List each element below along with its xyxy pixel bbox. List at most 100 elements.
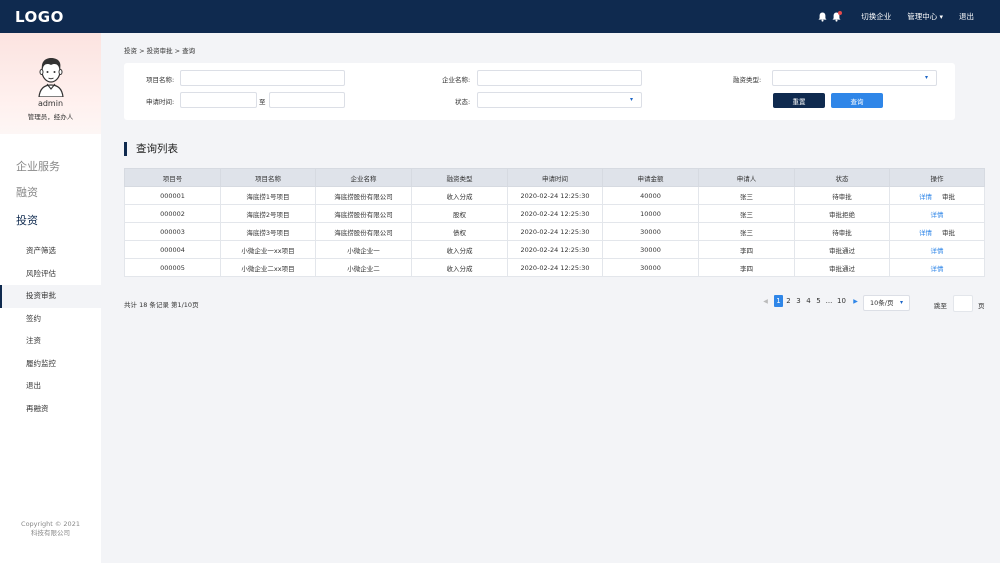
col-header: 企业名称 [315, 168, 412, 187]
cell-actions: 详情 [889, 204, 985, 223]
menu-group-enterprise-service[interactable]: 企业服务 [16, 160, 60, 173]
filter-panel: 项目名称: 企业名称: 融资类型: 申请时间: 至 状态: 重置 查询 [124, 63, 955, 120]
top-navbar: LOGO 切换企业 管理中心 退出 [0, 0, 1000, 33]
sidebar-item-investment-approval[interactable]: 投资审批 [0, 285, 101, 308]
menu-group-investment[interactable]: 投资 [16, 214, 38, 227]
page-size-select[interactable]: 10条/页 [863, 295, 910, 311]
cell-applicant: 李四 [698, 240, 795, 259]
page-3[interactable]: 3 [796, 297, 801, 305]
col-header: 状态 [794, 168, 890, 187]
query-button[interactable]: 查询 [831, 93, 883, 108]
cell-company: 小微企业一 [315, 240, 412, 259]
cell-name: 海底捞3号项目 [220, 222, 316, 241]
cell-time: 2020-02-24 12:25:30 [507, 258, 603, 277]
cell-time: 2020-02-24 12:25:30 [507, 222, 603, 241]
company-line: 科技有限公司 [31, 529, 70, 537]
cell-applicant: 张三 [698, 222, 795, 241]
cell-actions: 详情 审批 [889, 222, 985, 241]
detail-link[interactable]: 详情 [919, 192, 932, 201]
record-total: 共计 18 条记录 第1/10页 [124, 301, 199, 309]
cell-time: 2020-02-24 12:25:30 [507, 204, 603, 223]
cell-amount: 40000 [602, 186, 699, 205]
cell-status: 审批通过 [794, 240, 890, 259]
page-1[interactable]: 1 [774, 295, 783, 307]
results-table: 项目号 项目名称 企业名称 融资类型 申请时间 申请金额 申请人 状态 操作 0… [124, 168, 985, 277]
col-header: 申请人 [698, 168, 795, 187]
cell-type: 收入分成 [411, 240, 508, 259]
reset-button[interactable]: 重置 [773, 93, 825, 108]
page-last[interactable]: 10 [837, 297, 846, 305]
cell-company: 小微企业二 [315, 258, 412, 277]
sidebar-item-capital-injection[interactable]: 注资 [26, 336, 41, 345]
sidebar-item-risk-assessment[interactable]: 风险评估 [26, 268, 56, 278]
cell-time: 2020-02-24 12:25:30 [507, 240, 603, 259]
approve-link[interactable]: 审批 [942, 192, 955, 201]
table-row: 000002 海底捞2号项目 海底捞股份有限公司 股权 2020-02-24 1… [124, 204, 985, 223]
cell-applicant: 张三 [698, 186, 795, 205]
cell-name: 小微企业一xx项目 [220, 240, 316, 259]
company-name-label: 企业名称: [442, 76, 471, 84]
bell-icon[interactable] [817, 12, 827, 22]
cell-id: 000005 [124, 258, 221, 277]
page-unit-label: 页 [978, 302, 985, 310]
logout-link[interactable]: 退出 [959, 12, 974, 21]
col-header: 融资类型 [411, 168, 508, 187]
finance-type-label: 融资类型: [733, 76, 762, 84]
start-date-input[interactable] [180, 92, 257, 108]
sidebar-item-performance-monitoring[interactable]: 履约监控 [26, 358, 56, 368]
company-name-input[interactable] [477, 70, 642, 86]
switch-company-link[interactable]: 切换企业 [861, 12, 892, 21]
status-select[interactable] [477, 92, 642, 108]
pagination: ◀ 1 2 3 4 5 ... 10 ▶ [761, 295, 860, 307]
copyright: Copyright © 2021 科技有限公司 [0, 520, 101, 538]
page-4[interactable]: 4 [806, 297, 811, 305]
detail-link[interactable]: 详情 [930, 246, 944, 255]
admin-center-dropdown[interactable]: 管理中心 [907, 11, 943, 22]
detail-link[interactable]: 详情 [919, 228, 932, 237]
sidebar-item-asset-screening[interactable]: 资产筛选 [26, 246, 56, 255]
approve-link[interactable]: 审批 [942, 228, 955, 237]
next-page-icon[interactable]: ▶ [853, 297, 858, 305]
apply-time-label: 申请时间: [146, 98, 175, 106]
cell-time: 2020-02-24 12:25:30 [507, 186, 603, 205]
cell-type: 债权 [411, 222, 508, 241]
top-actions: 切换企业 管理中心 退出 [817, 10, 1000, 22]
table-row: 000005 小微企业二xx项目 小微企业二 收入分成 2020-02-24 1… [124, 258, 985, 277]
detail-link[interactable]: 详情 [930, 210, 944, 219]
table-row: 000001 海底捞1号项目 海底捞股份有限公司 收入分成 2020-02-24… [124, 186, 985, 205]
cell-id: 000003 [124, 222, 221, 241]
status-label: 状态: [455, 98, 471, 106]
menu-group-financing[interactable]: 融资 [16, 186, 38, 199]
cell-name: 海底捞1号项目 [220, 186, 316, 205]
jump-page-input[interactable] [953, 295, 973, 312]
user-profile: admin 管理员，经办人 [0, 33, 101, 134]
table-row: 000003 海底捞3号项目 海底捞股份有限公司 债权 2020-02-24 1… [124, 222, 985, 241]
page-5[interactable]: 5 [816, 297, 821, 305]
cell-applicant: 张三 [698, 204, 795, 223]
sidebar-item-exit[interactable]: 退出 [26, 381, 41, 390]
cell-amount: 30000 [602, 222, 699, 241]
notification-bell-icon[interactable] [831, 10, 843, 22]
sidebar-item-signing[interactable]: 签约 [26, 313, 41, 323]
cell-actions: 详情 [889, 240, 985, 259]
cell-status: 待审批 [794, 186, 890, 205]
col-header: 操作 [889, 168, 985, 187]
cell-amount: 30000 [602, 258, 699, 277]
cell-amount: 30000 [602, 240, 699, 259]
cell-actions: 详情 审批 [889, 186, 985, 205]
col-header: 项目名称 [220, 168, 316, 187]
project-name-input[interactable] [180, 70, 345, 86]
end-date-input[interactable] [269, 92, 345, 108]
prev-page-icon[interactable]: ◀ [763, 297, 768, 305]
finance-type-select[interactable] [772, 70, 937, 86]
cell-type: 股权 [411, 204, 508, 223]
sidebar-item-refinancing[interactable]: 再融资 [26, 403, 49, 413]
cell-type: 收入分成 [411, 258, 508, 277]
cell-company: 海底捞股份有限公司 [315, 222, 412, 241]
page-2[interactable]: 2 [786, 297, 791, 305]
detail-link[interactable]: 详情 [930, 264, 944, 273]
cell-status: 审批通过 [794, 258, 890, 277]
project-name-label: 项目名称: [146, 76, 175, 84]
jump-to-label: 跳至 [934, 302, 947, 310]
cell-name: 小微企业二xx项目 [220, 258, 316, 277]
